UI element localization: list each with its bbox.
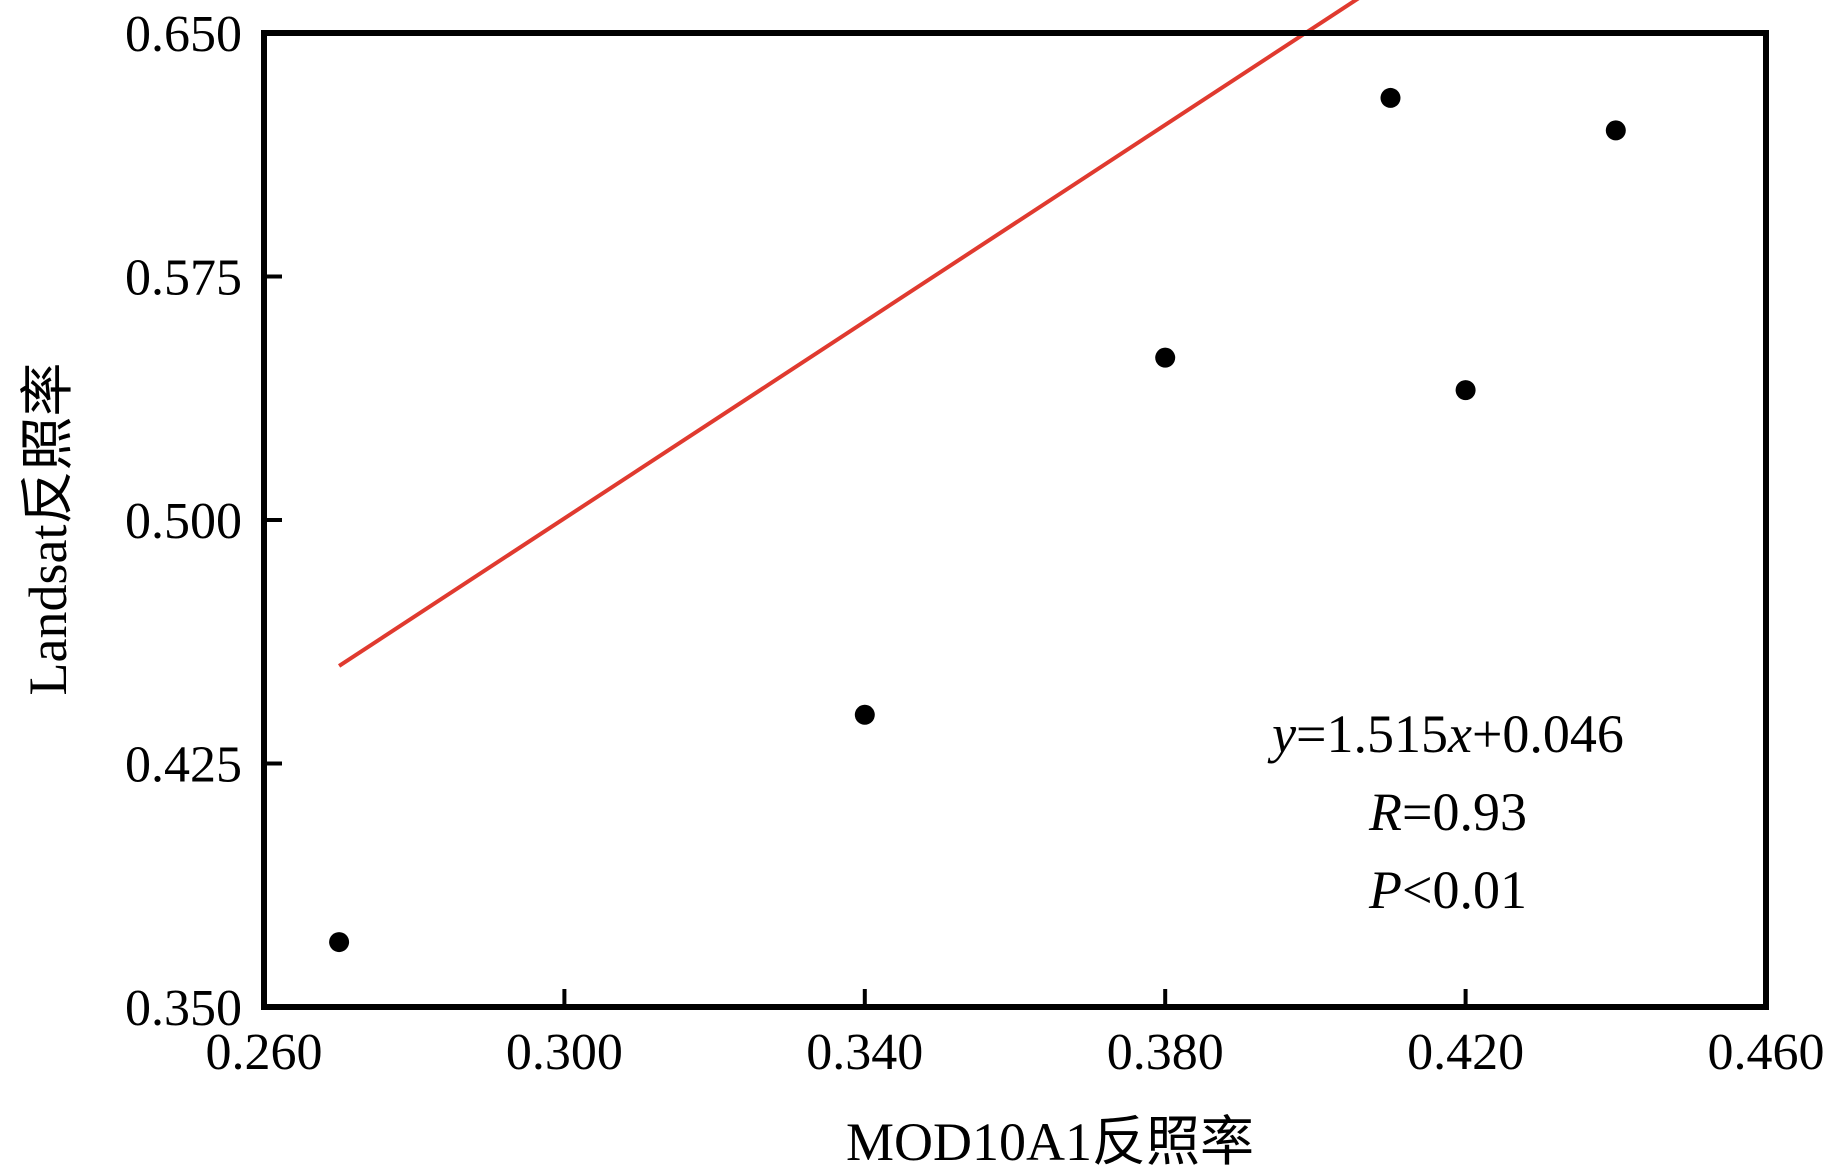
y-tick-label: 0.650 — [125, 6, 242, 63]
x-tick-label: 0.380 — [1107, 1024, 1224, 1081]
equation-x-var: x — [1447, 704, 1472, 764]
x-tick-label: 0.260 — [206, 1024, 323, 1081]
data-point — [1605, 120, 1626, 141]
y-tick-label: 0.350 — [125, 980, 242, 1037]
plot-frame — [261, 30, 1769, 1010]
data-point — [329, 932, 350, 953]
r-var: R — [1368, 782, 1402, 842]
r-annotation: R=0.93 — [1368, 782, 1527, 842]
y-tick-label: 0.500 — [125, 493, 242, 550]
tick-marks — [262, 31, 1768, 1009]
x-tick-label: 0.460 — [1708, 1024, 1825, 1081]
y-tick-label: 0.575 — [125, 250, 242, 307]
equation-y-var: y — [1267, 704, 1296, 764]
y-tick-label: 0.425 — [125, 737, 242, 794]
data-point — [1155, 347, 1176, 368]
equation-annotation: y=1.515x+0.046 — [1267, 704, 1624, 764]
x-tick-label: 0.420 — [1407, 1024, 1524, 1081]
x-tick-label: 0.300 — [506, 1024, 623, 1081]
x-tick-label: 0.340 — [806, 1024, 923, 1081]
p-value: <0.01 — [1402, 860, 1527, 920]
p-var: P — [1368, 860, 1402, 920]
p-annotation: P<0.01 — [1368, 860, 1527, 920]
regression-line — [338, 0, 1360, 668]
r-value: =0.93 — [1402, 782, 1527, 842]
equation-part-2: +0.046 — [1472, 704, 1624, 764]
data-point — [1380, 87, 1401, 108]
data-point — [1455, 380, 1476, 401]
y-tick-labels: 0.350 0.425 0.500 0.575 0.650 — [125, 6, 242, 1037]
x-axis-title: MOD10A1反照率 — [846, 1112, 1254, 1168]
data-points — [329, 87, 1626, 953]
equation-part-1: =1.515 — [1296, 704, 1448, 764]
data-point — [854, 704, 875, 725]
x-tick-labels: 0.260 0.300 0.340 0.380 0.420 0.460 — [206, 1024, 1825, 1081]
y-axis-title: Landsat反照率 — [18, 363, 78, 696]
